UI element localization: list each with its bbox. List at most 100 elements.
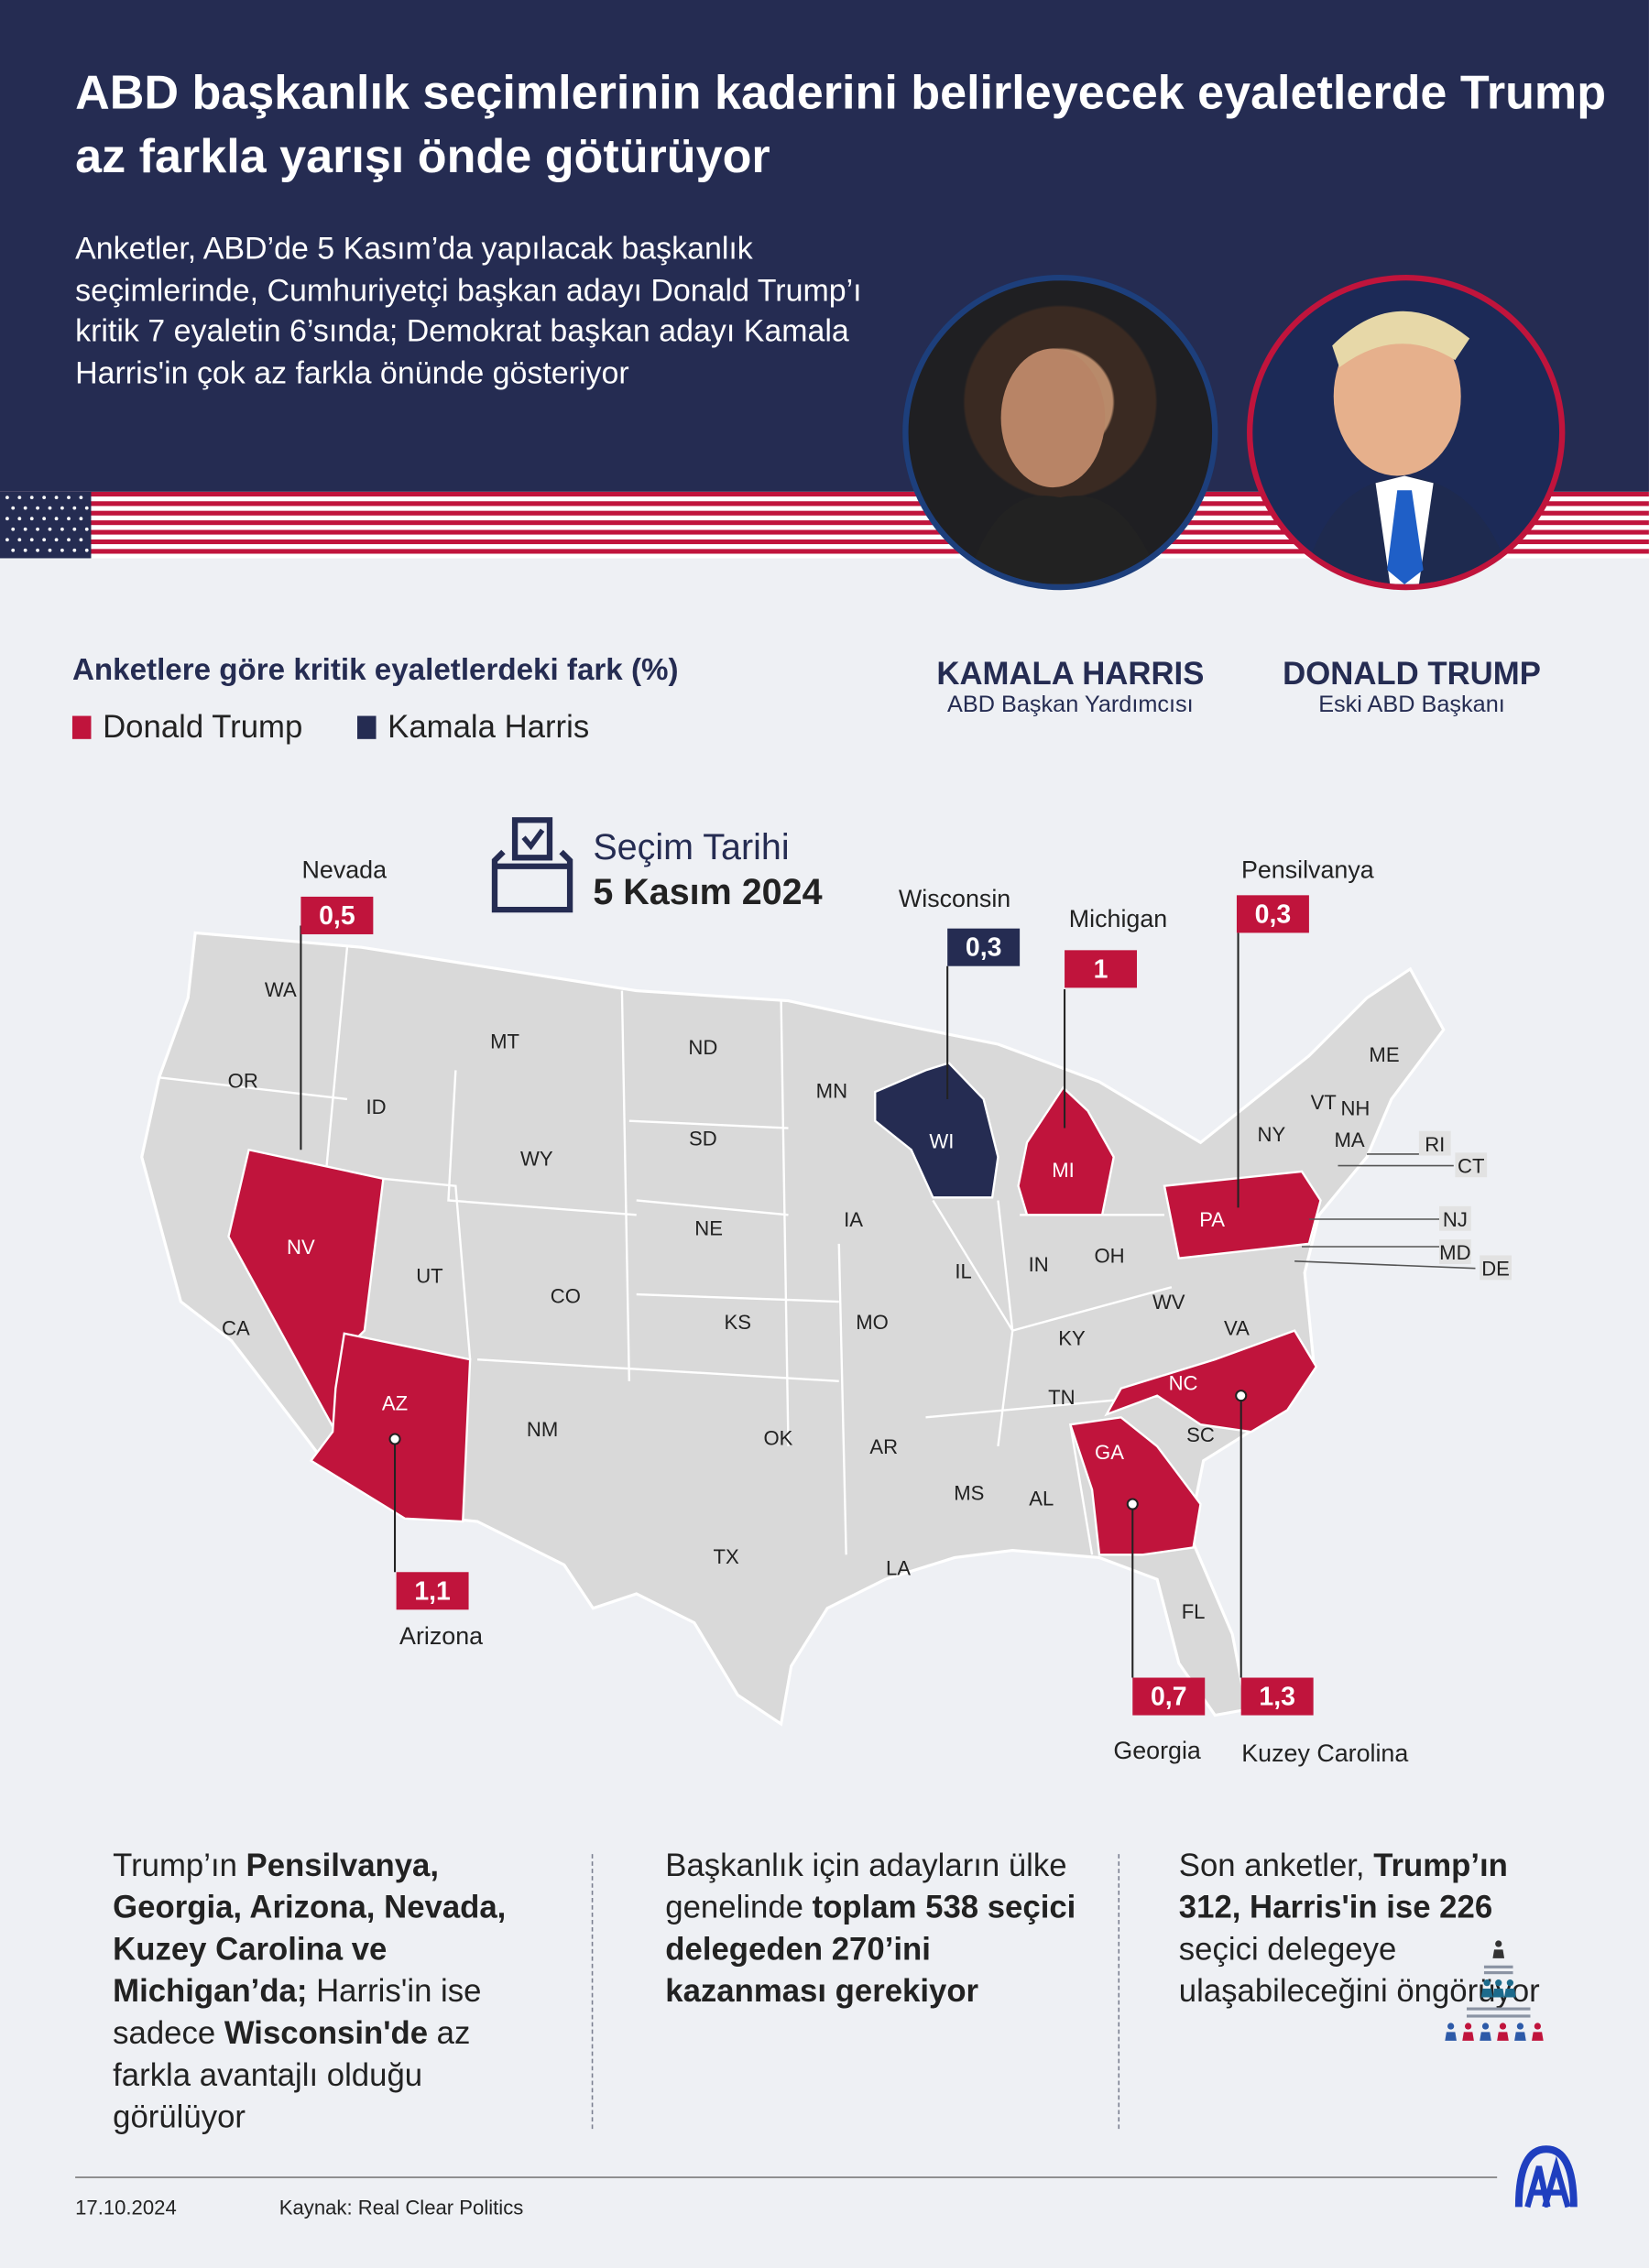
- person-icon: [1483, 1979, 1491, 1987]
- emphasis-text: Wisconsin'de: [224, 2014, 429, 2051]
- flag-star: [72, 506, 77, 510]
- person-icon: [1481, 2023, 1490, 2030]
- flag-star: [48, 506, 52, 510]
- state-label-ma: MA: [1335, 1129, 1365, 1151]
- legend-label: Donald Trump: [103, 708, 303, 746]
- flag-stripe: [0, 549, 1649, 554]
- flag-star: [67, 538, 71, 542]
- person-icon: [1464, 2023, 1472, 2030]
- person-icon: [1462, 2032, 1474, 2041]
- flag-star: [67, 517, 71, 521]
- person-icon: [1480, 2032, 1491, 2041]
- state-label-ms: MS: [954, 1481, 984, 1504]
- flag-star: [11, 548, 16, 552]
- footer-date: 17.10.2024: [75, 2195, 177, 2219]
- flag-star: [67, 496, 71, 500]
- state-label-nm: NM: [527, 1418, 558, 1441]
- flag-star: [42, 517, 47, 521]
- note-electoral-threshold: Başkanlık için adayların ülke genelinde …: [665, 1844, 1085, 2012]
- body-text: Başkanlık için adayların ülke genelinde: [665, 1847, 1067, 1925]
- flag-star: [29, 496, 34, 500]
- state-label-id: ID: [366, 1096, 386, 1118]
- state-label-mt: MT: [490, 1030, 519, 1053]
- margin-value-ga: 0,7: [1132, 1677, 1206, 1716]
- state-name-mi: Michigan: [1068, 905, 1168, 933]
- margin-value-wi: 0,3: [947, 928, 1021, 966]
- small-state-tag: [1439, 1205, 1471, 1231]
- flag-star: [11, 506, 16, 510]
- leader-dot: [1235, 1390, 1248, 1402]
- flag-star: [54, 517, 59, 521]
- state-name-wi: Wisconsin: [898, 885, 1011, 913]
- flag-star: [5, 538, 9, 542]
- state-wi[interactable]: [874, 1062, 999, 1199]
- election-date: 5 Kasım 2024: [593, 872, 823, 913]
- flag-stripe: [0, 553, 1649, 559]
- state-label-nd: ND: [688, 1036, 717, 1059]
- state-label-ny: NY: [1258, 1123, 1286, 1146]
- candidate-name: KAMALA HARRIS: [936, 655, 1205, 692]
- state-label-ia: IA: [844, 1208, 863, 1231]
- person-icon: [1445, 2032, 1457, 2041]
- state-mi[interactable]: [1017, 1085, 1116, 1216]
- state-name-nc: Kuzey Carolina: [1241, 1739, 1409, 1768]
- person-icon: [1504, 1988, 1516, 1998]
- flag-star: [84, 527, 89, 531]
- flag-star: [17, 496, 22, 500]
- flag-star: [72, 548, 77, 552]
- state-nc[interactable]: [1104, 1329, 1318, 1434]
- flag-star: [42, 538, 47, 542]
- legend-harris: Kamala Harris: [356, 709, 589, 747]
- state-abbr-label: NV: [287, 1236, 315, 1259]
- flag-star: [60, 527, 64, 531]
- state-label-ok: OK: [763, 1426, 792, 1449]
- flag-star: [29, 517, 34, 521]
- person-icon: [1447, 2023, 1455, 2030]
- flag-stripe: [0, 501, 1649, 507]
- person-icon: [1499, 2023, 1507, 2030]
- flag-star: [36, 548, 39, 552]
- flag-star: [29, 538, 34, 542]
- state-label-mn: MN: [816, 1079, 847, 1102]
- state-label-wy: WY: [520, 1148, 553, 1171]
- flag-star: [79, 517, 83, 521]
- flag-star: [23, 548, 27, 552]
- lead-paragraph: Anketler, ABD’de 5 Kasım’da yapılacak ba…: [75, 231, 862, 390]
- state-label-ar: AR: [869, 1435, 898, 1458]
- state-label-sd: SD: [689, 1127, 717, 1150]
- person-icon: [1497, 2032, 1509, 2041]
- harris-caption: KAMALA HARRIS ABD Başkan Yardımcısı: [912, 655, 1229, 718]
- small-state-tag: [1418, 1130, 1451, 1156]
- body-text: Son anketler,: [1178, 1847, 1374, 1883]
- flag-star: [60, 506, 64, 510]
- flag-star: [23, 527, 27, 531]
- state-label-ut: UT: [416, 1264, 442, 1287]
- state-label-tx: TX: [713, 1545, 738, 1568]
- ballot-box-icon: [491, 817, 573, 913]
- flag-stripe: [0, 510, 1649, 516]
- flag-stripe: [0, 491, 1649, 497]
- state-ga[interactable]: [1068, 1416, 1202, 1556]
- person-icon: [1495, 1940, 1502, 1947]
- harris-portrait: [902, 274, 1218, 591]
- body-text: Trump’ın: [113, 1847, 246, 1883]
- state-label-al: AL: [1029, 1488, 1054, 1510]
- person-icon: [1506, 1979, 1514, 1987]
- person-icon: [1495, 1979, 1502, 1987]
- flag-stripe: [0, 534, 1649, 540]
- margin-value-nv: 0,5: [300, 896, 374, 934]
- state-label-md: MD: [1439, 1241, 1470, 1264]
- flag-star: [84, 506, 89, 510]
- column-divider: [591, 1854, 594, 2130]
- state-az[interactable]: [309, 1332, 472, 1523]
- flag-star: [11, 527, 16, 531]
- state-label-nj: NJ: [1443, 1208, 1468, 1231]
- small-state-tag: [1480, 1255, 1512, 1281]
- footer-divider: [75, 2176, 1498, 2178]
- state-pa[interactable]: [1163, 1170, 1322, 1259]
- flag-star: [84, 548, 89, 552]
- flag-stripe: [0, 515, 1649, 521]
- state-label-ky: KY: [1058, 1326, 1086, 1349]
- state-abbr-label: PA: [1199, 1208, 1225, 1231]
